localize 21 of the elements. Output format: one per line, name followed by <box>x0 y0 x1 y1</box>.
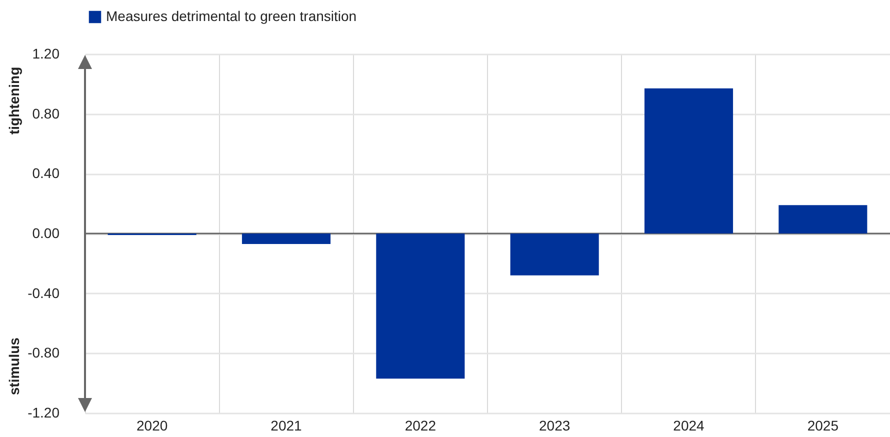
x-tick-label: 2025 <box>807 418 839 434</box>
y-tick-label: -0.80 <box>28 344 60 361</box>
bar <box>644 88 734 234</box>
text: tightening <box>6 66 22 134</box>
x-tick-label: 2021 <box>270 418 302 434</box>
y-tick-label: -0.40 <box>28 284 60 301</box>
y-tick-label: 0.40 <box>32 165 60 182</box>
x-tick-label: 2020 <box>136 418 168 434</box>
y-tick-label: 0.80 <box>32 105 60 122</box>
bar <box>242 234 331 244</box>
bar <box>510 234 599 276</box>
x-tick-label: 2024 <box>673 418 705 434</box>
bar <box>376 234 465 379</box>
bar <box>778 205 868 234</box>
x-tick-label: 2023 <box>539 418 570 434</box>
y-tick-label: 1.20 <box>32 46 60 62</box>
x-tick-label: 2022 <box>404 418 436 434</box>
text: stimulus <box>6 337 22 396</box>
y-tick-label: -1.20 <box>28 404 60 420</box>
y-tick-label: 0.00 <box>32 225 60 241</box>
legend-label: Measures detrimental to green transition <box>106 8 357 24</box>
